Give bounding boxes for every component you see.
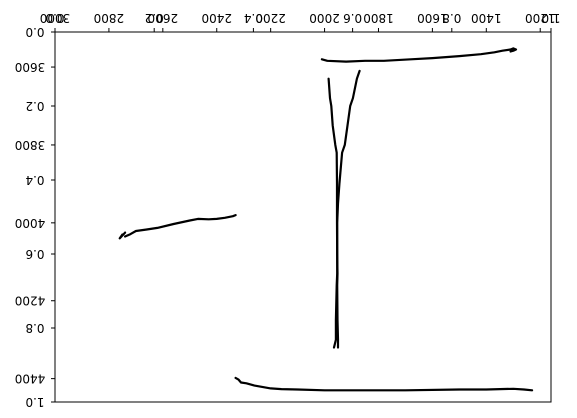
overlay-ytick-label-text: 0.2 xyxy=(25,99,44,113)
trajectory-xtick-label-text: 1400 xyxy=(471,11,502,25)
trajectory-xtick-label: 2400 xyxy=(201,11,232,25)
plot-frame xyxy=(54,31,552,403)
trajectory-xtick-label-text: 2000 xyxy=(309,11,340,25)
overlay-xtick-label-text: 0.8 xyxy=(442,11,461,25)
trajectory-line xyxy=(320,47,518,63)
trajectory-xtick-label: 2600 xyxy=(148,11,179,25)
trajectory-xtick-label: 1200 xyxy=(525,11,556,25)
trajectory-xtick-label: 3000 xyxy=(40,11,71,25)
overlay-xtick-label: 0.0 xyxy=(45,11,64,25)
overlay-ytick-label: 0.4 xyxy=(25,173,44,187)
trajectory-xtick-label: 2200 xyxy=(255,11,286,25)
trajectory-ytick-label: 3800 xyxy=(15,138,46,152)
overlay-xtick-label: 0.2 xyxy=(145,11,164,25)
overlay-ytick-label: 0.6 xyxy=(25,247,44,261)
trajectory-line xyxy=(123,214,237,238)
overlay-ytick-label-text: 0.8 xyxy=(25,321,44,335)
overlay-xtick-label-text: 0.6 xyxy=(343,11,362,25)
trajectory-ytick-label: 4000 xyxy=(15,216,46,230)
overlay-xtick-label-text: 0.0 xyxy=(45,11,64,25)
trajectory-xtick-label-text: 2600 xyxy=(148,11,179,25)
overlay-xtick-label-text: 0.2 xyxy=(145,11,164,25)
overlay-ticks: 0.0 0.2 0.4 0.6 0.8 1.0 0.0 0.2 0.4 0.6 0.8 1.0 xyxy=(25,11,560,409)
overlay-ytick-label-text: 0.6 xyxy=(25,247,44,261)
overlay-xtick-label-text: 0.4 xyxy=(244,11,263,25)
trajectory-ytick-label: 4400 xyxy=(15,372,46,386)
trajectory-ytick-label-text: 3800 xyxy=(15,138,46,152)
trajectory-xtick-label: 2000 xyxy=(309,11,340,25)
trajectory-traces xyxy=(118,47,534,392)
trajectory-xtick-label: 2800 xyxy=(94,11,125,25)
trajectory-xtick-label-text: 2800 xyxy=(94,11,125,25)
trajectory-xtick-label-text: 2400 xyxy=(201,11,232,25)
overlay-xtick-label: 0.8 xyxy=(442,11,461,25)
trajectory-ytick-label: 3600 xyxy=(15,60,46,74)
trajectory-xtick-label-text: 1800 xyxy=(363,11,394,25)
overlay-xtick-label: 0.4 xyxy=(244,11,263,25)
overlay-ytick-label: 1.0 xyxy=(25,395,44,409)
trajectory-line xyxy=(234,376,534,392)
trajectory-xtick-label: 1600 xyxy=(417,11,448,25)
trajectory-xtick-label-text: 3000 xyxy=(40,11,71,25)
trajectory-ytick-label-text: 3600 xyxy=(15,60,46,74)
overlay-ytick-label-text: 0.4 xyxy=(25,173,44,187)
trajectory-xtick-label-text: 2200 xyxy=(255,11,286,25)
trajectory-line xyxy=(327,77,340,349)
overlay-ytick-label-text: 1.0 xyxy=(25,395,44,409)
trajectory-ytick-label: 4200 xyxy=(15,294,46,308)
overlay-xtick-label-text: 1.0 xyxy=(541,11,560,25)
overlay-xtick-label: 0.6 xyxy=(343,11,362,25)
overlay-xtick-label: 1.0 xyxy=(541,11,560,25)
overlay-ytick-label: 0.8 xyxy=(25,321,44,335)
overlay-ytick-label: 0.0 xyxy=(25,25,44,39)
trajectory-ytick-label-text: 4000 xyxy=(15,216,46,230)
trajectory-ytick-label-text: 4200 xyxy=(15,294,46,308)
trajectory-ytick-label-text: 4400 xyxy=(15,372,46,386)
trajectory-line xyxy=(118,231,127,240)
overlay-ytick-label-text: 0.0 xyxy=(25,25,44,39)
trajectory-xtick-label: 1800 xyxy=(363,11,394,25)
overlay-ytick-label: 0.2 xyxy=(25,99,44,113)
trajectory-xtick-label-text: 1600 xyxy=(417,11,448,25)
trajectory-ticks: 1200 1400 1600 1800 2000 2200 2400 2600 2800 3000… xyxy=(15,11,556,386)
trajectory-xtick-label: 1400 xyxy=(471,11,502,25)
trajectory-xtick-label-text: 1200 xyxy=(525,11,556,25)
